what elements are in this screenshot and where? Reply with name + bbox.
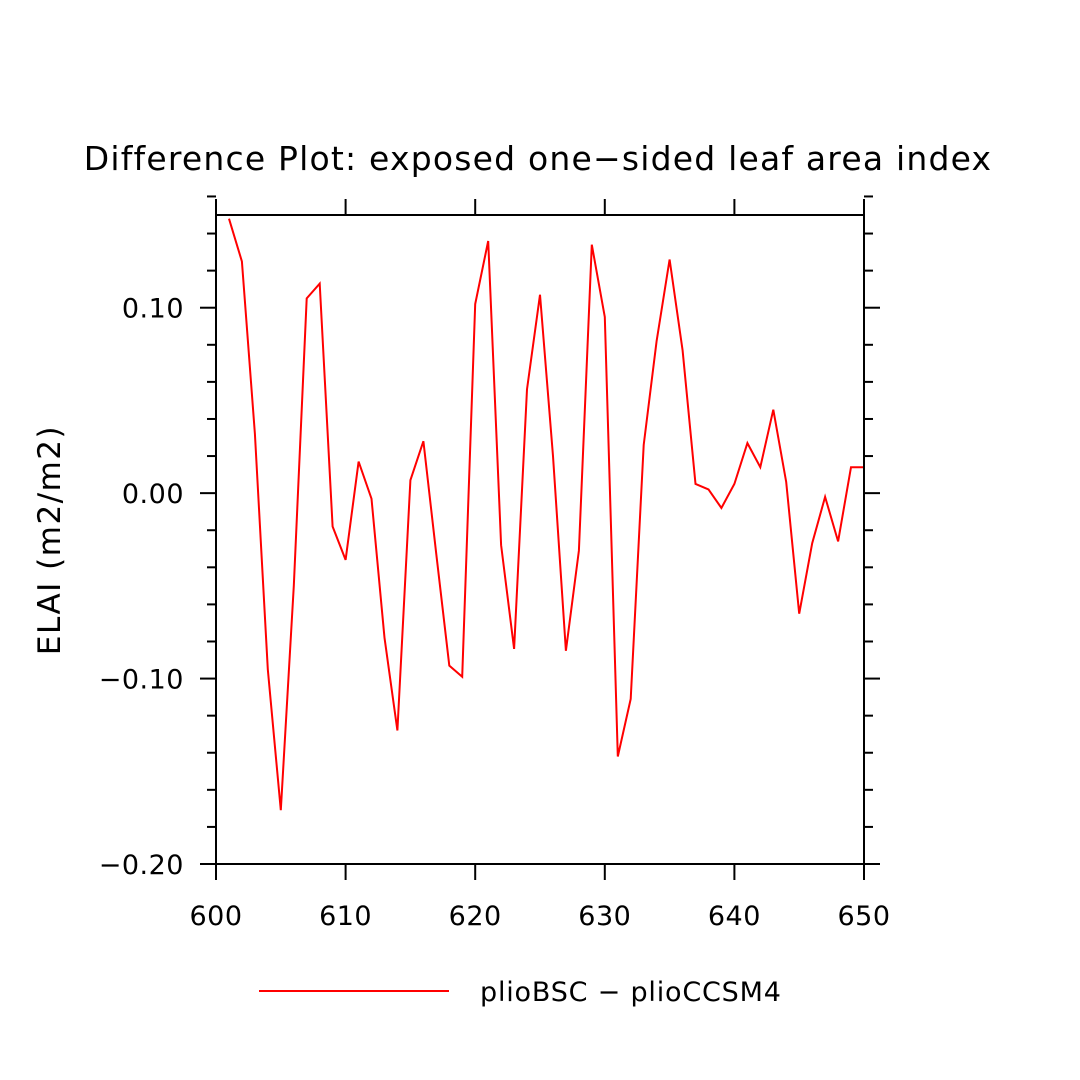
y-axis-label: ELAI (m2/m2) xyxy=(32,425,68,655)
x-tick-label: 630 xyxy=(578,901,631,932)
y-tick-label: 0.00 xyxy=(122,479,184,510)
x-tick-label: 620 xyxy=(449,901,502,932)
y-tick-label: −0.20 xyxy=(99,850,184,881)
y-tick-label: 0.10 xyxy=(122,294,184,325)
y-axis-ticks: −0.20 −0.10 0.00 0.10 xyxy=(99,195,880,881)
x-tick-label: 600 xyxy=(189,901,242,932)
x-tick-label: 650 xyxy=(837,901,890,932)
x-tick-label: 640 xyxy=(708,901,761,932)
plot-frame xyxy=(215,214,865,865)
series-layer xyxy=(228,218,864,811)
y-tick-label: −0.10 xyxy=(99,665,184,696)
x-axis-ticks: 600 610 620 630 640 650 xyxy=(189,199,890,932)
chart-title: Difference Plot: exposed one−sided leaf … xyxy=(84,139,993,178)
series-line xyxy=(228,218,864,811)
legend-label: plioBSC − plioCCSM4 xyxy=(480,977,782,1008)
legend: plioBSC − plioCCSM4 xyxy=(259,977,782,1008)
x-tick-label: 610 xyxy=(319,901,372,932)
